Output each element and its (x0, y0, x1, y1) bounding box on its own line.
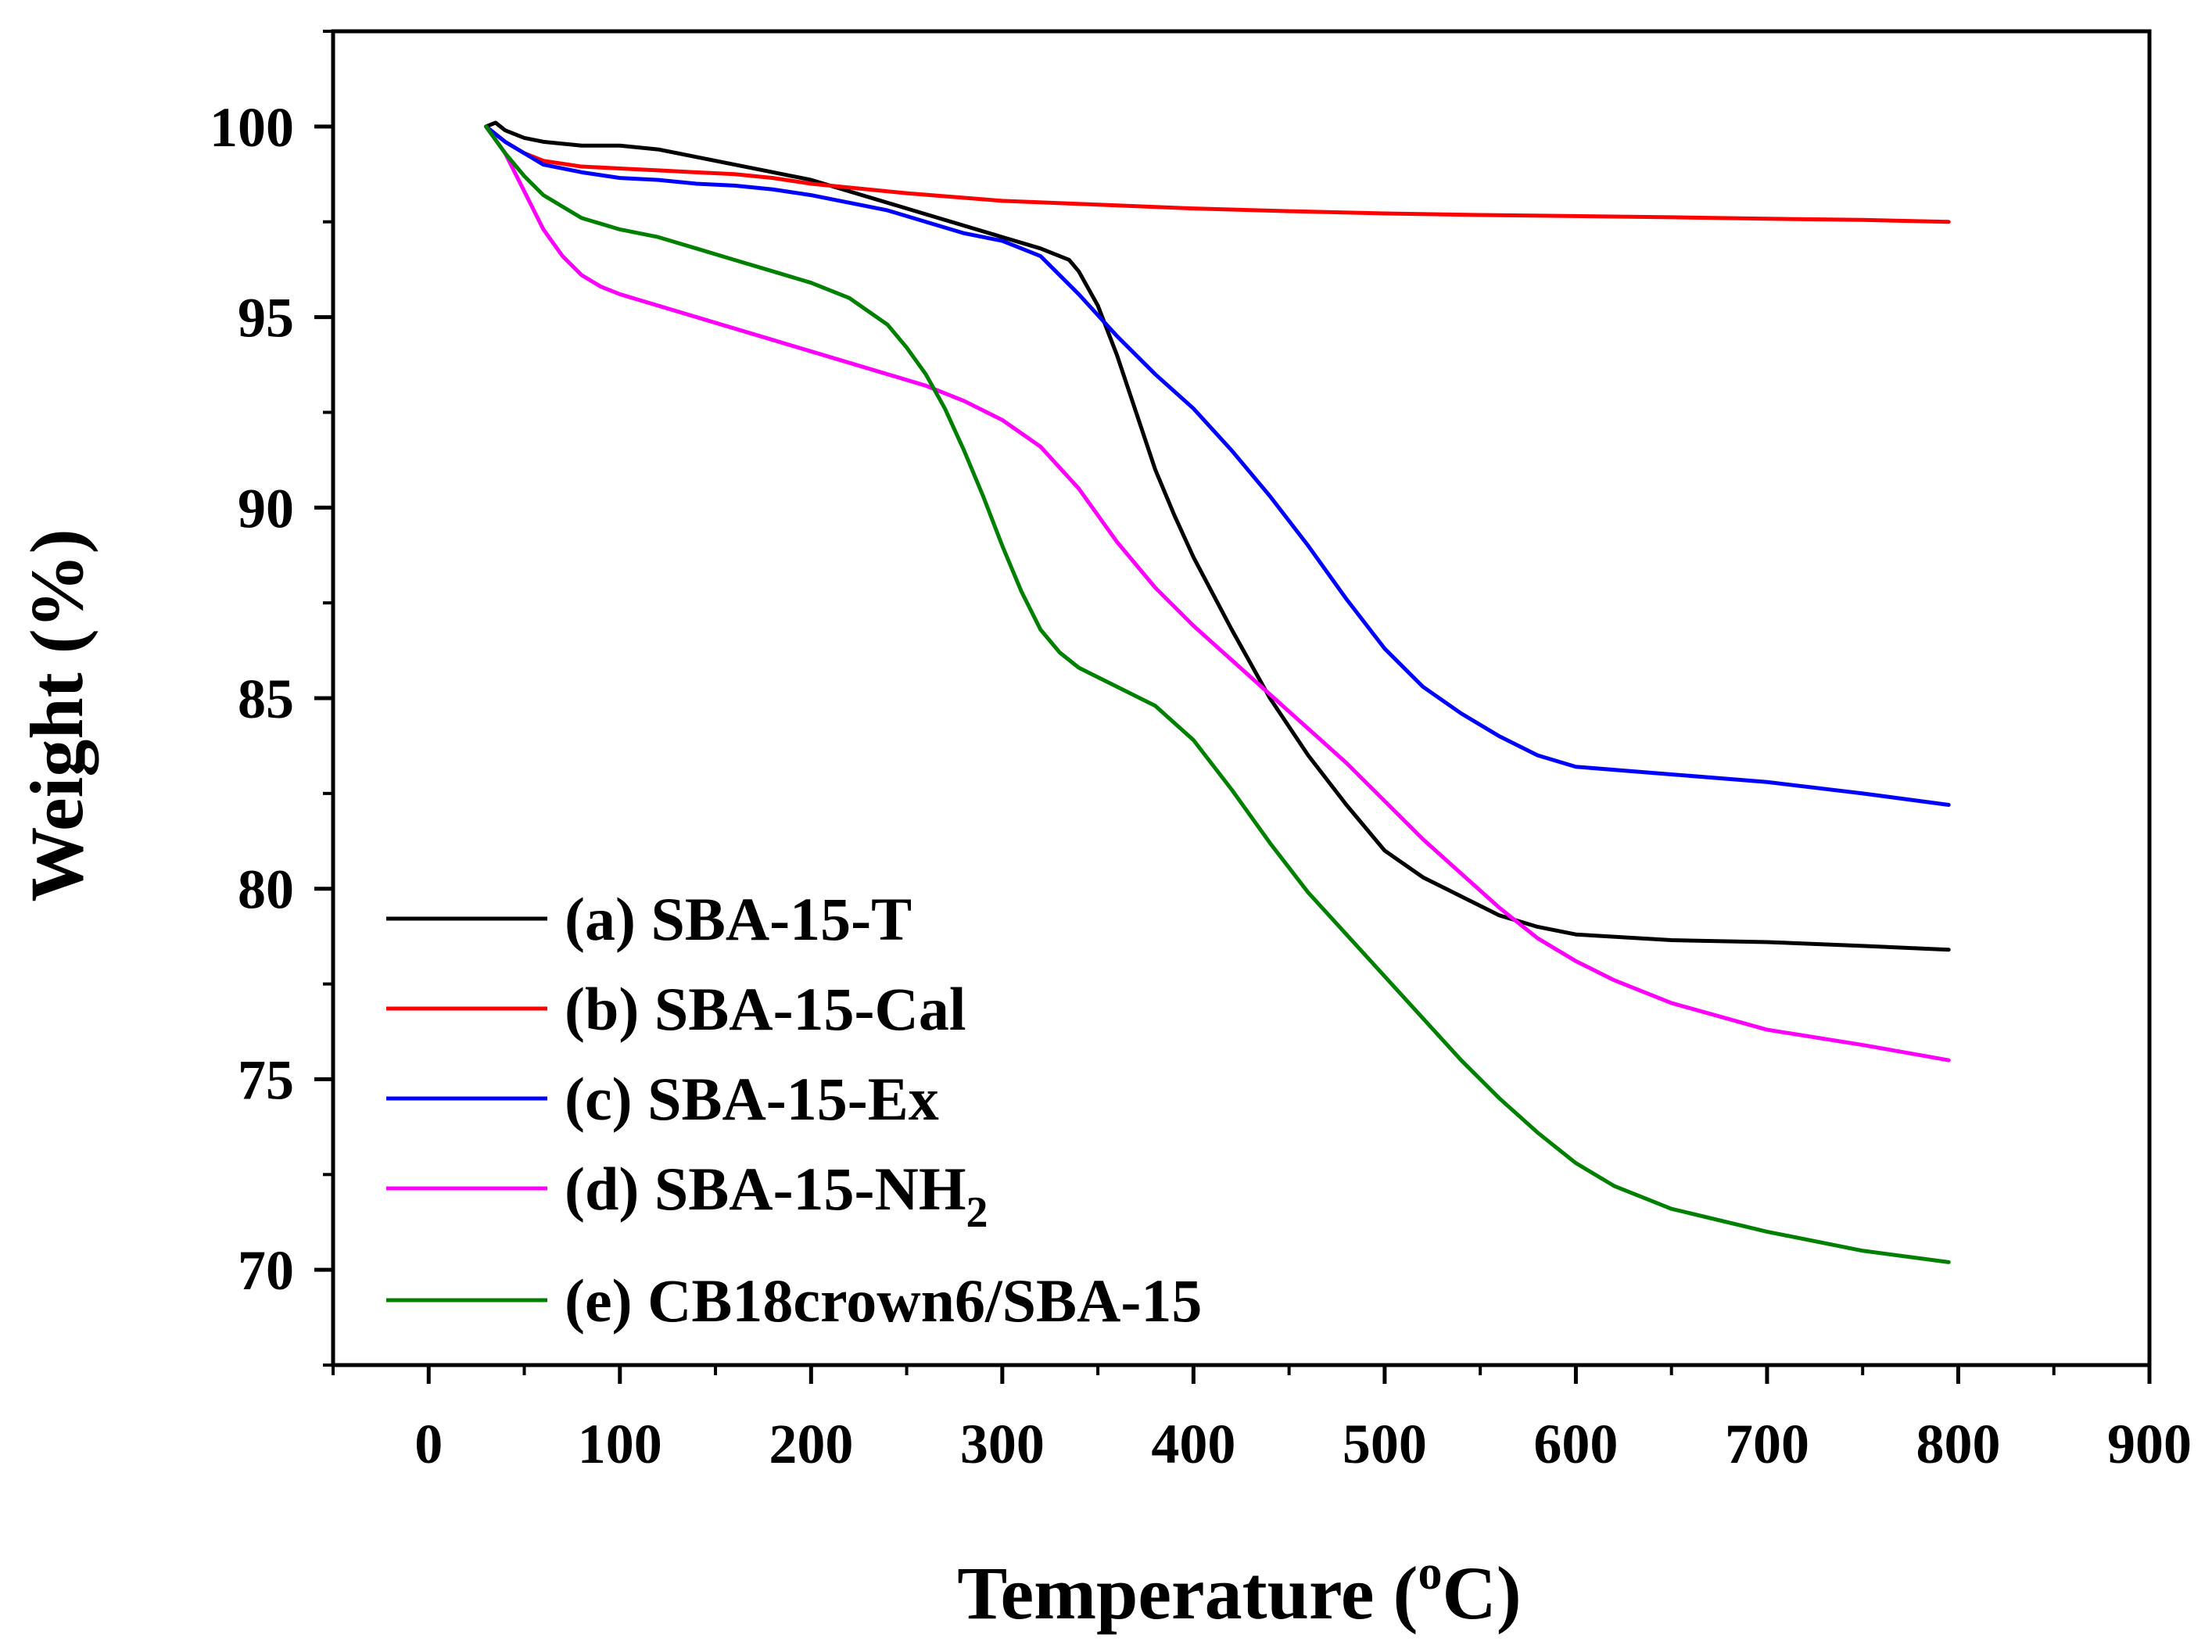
series-line-c (484, 124, 1951, 807)
x-tick-label: 0 (414, 1413, 443, 1475)
x-axis-title-superscript: o (1418, 1546, 1442, 1600)
x-tick-label: 200 (769, 1413, 853, 1475)
x-tick-label: 600 (1533, 1413, 1618, 1475)
legend-label-d-subscript: 2 (966, 1188, 988, 1237)
axis-ticks (314, 30, 2152, 1384)
legend-label-a: (a) SBA-15-T (565, 885, 912, 953)
y-tick-label: 95 (238, 287, 294, 349)
y-tick-label: 70 (238, 1239, 294, 1302)
x-axis-title-main: Temperature ( (957, 1551, 1418, 1635)
legend: (a) SBA-15-T (b) SBA-15-Cal (c) SBA-15-E… (386, 885, 1202, 1335)
series-line-e (484, 124, 1951, 1264)
y-tick-label: 100 (210, 96, 294, 159)
x-tick-label: 500 (1343, 1413, 1427, 1475)
x-axis-title: Temperature (oC) (957, 1546, 1522, 1635)
x-tick-label: 400 (1151, 1413, 1235, 1475)
legend-label-c: (c) SBA-15-Ex (565, 1065, 939, 1133)
x-axis-title-suffix: C) (1442, 1551, 1521, 1635)
y-tick-labels: 70 75 80 85 90 95 100 (210, 96, 294, 1302)
legend-label-d: (d) SBA-15-NH2 (565, 1155, 988, 1237)
legend-label-d-main: (d) SBA-15-NH (565, 1155, 966, 1223)
data-series (484, 120, 1951, 1264)
series-line-b (484, 124, 1951, 224)
y-axis-title: Weight (%) (15, 529, 99, 901)
x-tick-label: 700 (1725, 1413, 1809, 1475)
x-tick-labels: 0 100 200 300 400 500 600 700 800 900 (414, 1413, 2192, 1475)
x-tick-label: 900 (2107, 1413, 2192, 1475)
y-tick-label: 75 (238, 1048, 294, 1111)
series-line-a (484, 120, 1951, 952)
legend-label-e: (e) CB18crown6/SBA-15 (565, 1267, 1202, 1335)
series-line-d (484, 124, 1951, 1063)
y-tick-label: 80 (238, 858, 294, 921)
x-tick-label: 300 (960, 1413, 1045, 1475)
y-tick-label: 85 (238, 668, 294, 730)
legend-label-b: (b) SBA-15-Cal (565, 975, 966, 1043)
x-tick-label: 100 (578, 1413, 662, 1475)
x-tick-label: 800 (1916, 1413, 2000, 1475)
y-tick-label: 90 (238, 477, 294, 539)
